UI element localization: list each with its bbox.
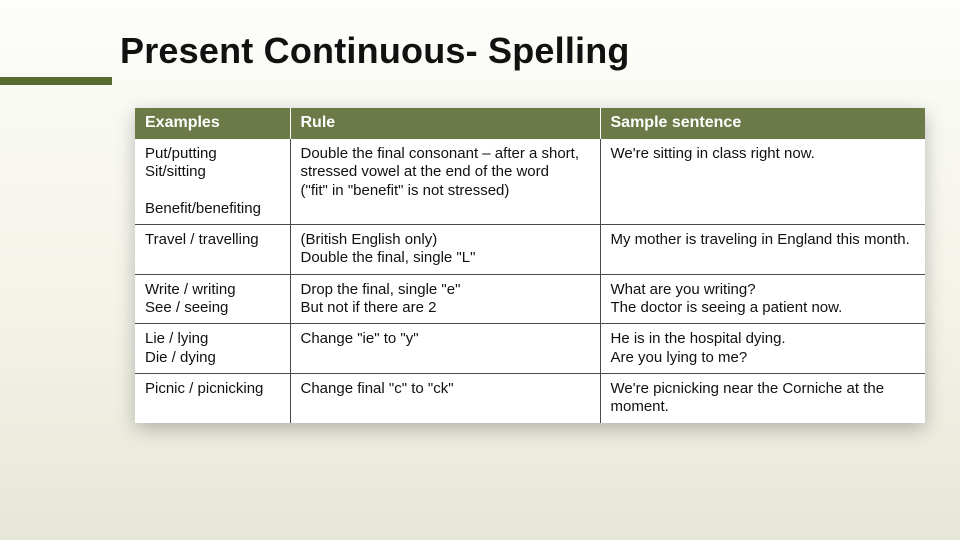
accent-bar xyxy=(0,77,112,85)
table-header-row: Examples Rule Sample sentence xyxy=(135,108,925,139)
col-header-sample: Sample sentence xyxy=(600,108,925,139)
cell-sample: He is in the hospital dying. Are you lyi… xyxy=(600,324,925,374)
cell-examples: Picnic / picnicking xyxy=(135,373,290,422)
cell-rule: Change "ie" to "y" xyxy=(290,324,600,374)
cell-rule: (British English only) Double the final,… xyxy=(290,225,600,275)
spelling-table-el: Examples Rule Sample sentence Put/puttin… xyxy=(135,108,925,423)
cell-examples: Lie / lying Die / dying xyxy=(135,324,290,374)
cell-sample: We're sitting in class right now. xyxy=(600,139,925,225)
col-header-rule: Rule xyxy=(290,108,600,139)
cell-sample: We're picnicking near the Corniche at th… xyxy=(600,373,925,422)
cell-rule: Double the final consonant – after a sho… xyxy=(290,139,600,225)
cell-examples: Put/putting Sit/sitting Benefit/benefiti… xyxy=(135,139,290,225)
cell-examples: Write / writing See / seeing xyxy=(135,274,290,324)
table-row: Put/putting Sit/sitting Benefit/benefiti… xyxy=(135,139,925,225)
spelling-table: Examples Rule Sample sentence Put/puttin… xyxy=(135,108,925,423)
cell-rule: Change final "c" to "ck" xyxy=(290,373,600,422)
table-row: Picnic / picnicking Change final "c" to … xyxy=(135,373,925,422)
cell-rule: Drop the final, single "e" But not if th… xyxy=(290,274,600,324)
cell-sample: What are you writing? The doctor is seei… xyxy=(600,274,925,324)
table-row: Lie / lying Die / dying Change "ie" to "… xyxy=(135,324,925,374)
page-title: Present Continuous- Spelling xyxy=(120,30,630,72)
table-row: Travel / travelling (British English onl… xyxy=(135,225,925,275)
table-row: Write / writing See / seeing Drop the fi… xyxy=(135,274,925,324)
cell-examples: Travel / travelling xyxy=(135,225,290,275)
cell-sample: My mother is traveling in England this m… xyxy=(600,225,925,275)
col-header-examples: Examples xyxy=(135,108,290,139)
